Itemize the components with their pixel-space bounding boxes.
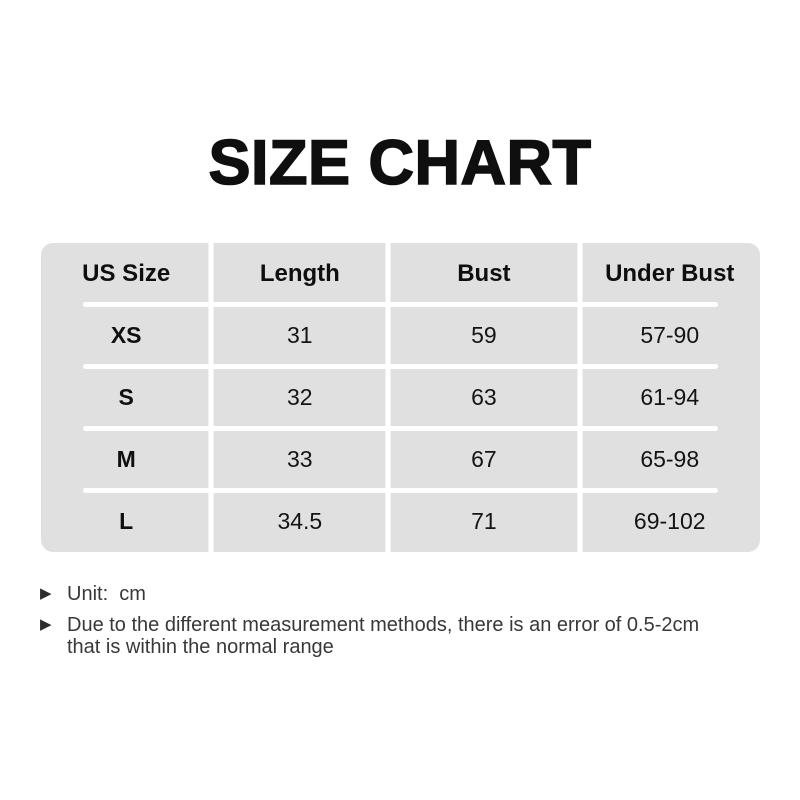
column-divider	[208, 243, 214, 552]
value-cell-l-length: 34.5	[277, 507, 323, 534]
row-divider	[83, 364, 718, 369]
row-divider	[83, 488, 718, 493]
note-text: Unit: cm	[67, 583, 146, 605]
column-divider	[385, 243, 391, 552]
size-cell-xs: XS	[110, 322, 142, 349]
notes-section: ▶ Unit: cm ▶ Due to the different measur…	[40, 583, 770, 667]
row-divider	[83, 302, 718, 307]
size-cell-l: L	[119, 507, 134, 534]
value-cell-l-bust: 71	[471, 507, 497, 534]
column-header-under-bust: Under Bust	[605, 259, 735, 287]
value-cell-xs-bust: 59	[471, 322, 497, 349]
size-table-grid: US Size Length Bust Under Bust XS 31 59 …	[41, 243, 760, 552]
value-cell-m-length: 33	[287, 445, 313, 472]
size-cell-m: M	[116, 445, 136, 472]
row-divider	[83, 426, 718, 431]
value-cell-xs-length: 31	[287, 322, 313, 349]
page-title: SIZE CHART	[208, 127, 592, 199]
column-divider	[577, 243, 583, 552]
value-cell-s-length: 32	[287, 383, 313, 410]
value-cell-s-bust: 63	[471, 383, 497, 410]
note-unit: ▶ Unit: cm	[40, 583, 770, 605]
size-cell-s: S	[118, 383, 134, 410]
value-cell-m-bust: 67	[471, 445, 497, 472]
size-table: US Size Length Bust Under Bust XS 31 59 …	[41, 243, 760, 552]
value-cell-l-under-bust: 69-102	[633, 507, 706, 534]
note-tolerance: ▶ Due to the different measurement metho…	[40, 614, 770, 658]
value-cell-xs-under-bust: 57-90	[640, 322, 700, 349]
right-triangle-icon: ▶	[40, 616, 52, 633]
value-cell-m-under-bust: 65-98	[640, 445, 700, 472]
column-header-us-size: US Size	[82, 259, 171, 287]
column-header-bust: Bust	[457, 259, 511, 287]
note-text: Due to the different measurement methods…	[67, 614, 705, 658]
right-triangle-icon: ▶	[40, 585, 52, 602]
column-header-length: Length	[259, 259, 340, 287]
value-cell-s-under-bust: 61-94	[640, 383, 700, 410]
